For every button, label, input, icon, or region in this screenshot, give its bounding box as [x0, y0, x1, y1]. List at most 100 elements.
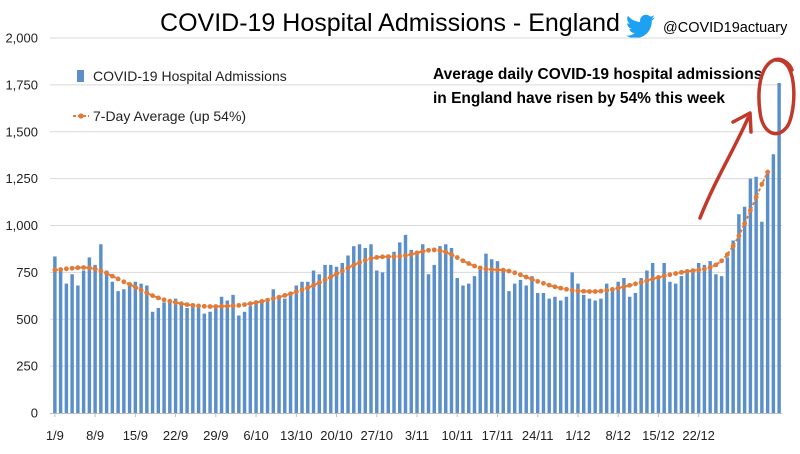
average-point: [357, 260, 362, 265]
chart-title: COVID-19 Hospital Admissions - England: [160, 9, 620, 37]
bar: [760, 221, 764, 413]
average-point: [541, 280, 546, 286]
bar: [650, 263, 655, 413]
average-point: [385, 254, 391, 260]
average-point: [219, 303, 224, 309]
average-point: [679, 269, 684, 275]
average-point: [460, 258, 466, 264]
line-series: [52, 169, 771, 309]
average-point: [403, 253, 408, 258]
x-tick-label: 10/11: [441, 428, 473, 443]
average-point: [454, 255, 460, 260]
bar: [777, 83, 781, 413]
red-arrow-shaft: [698, 116, 750, 220]
average-point: [627, 282, 633, 288]
bar: [731, 240, 735, 413]
annotation-line-1: Average daily COVID-19 hospital admissio…: [433, 66, 762, 83]
bar: [771, 154, 776, 413]
average-point: [730, 243, 736, 249]
legend-label-average: 7-Day Average (up 54%): [93, 108, 246, 124]
average-point: [753, 194, 759, 200]
average-point: [253, 300, 259, 305]
bar: [139, 283, 143, 414]
bar: [317, 274, 322, 413]
average-point: [598, 288, 604, 294]
y-tick-label: 1,500: [5, 124, 38, 139]
average-point: [173, 300, 178, 305]
bar: [484, 253, 488, 414]
bar: [311, 270, 316, 413]
average-point: [362, 257, 368, 263]
average-point: [276, 294, 282, 300]
average-point: [81, 265, 87, 270]
bar: [248, 306, 253, 414]
bar: [725, 257, 730, 414]
x-tick-label: 6/10: [243, 428, 268, 443]
bar: [495, 261, 500, 414]
y-tick-label: 1,250: [5, 171, 38, 186]
y-axis-ticks: 0 250 500 750 1,000 1,250 1,500 1,750 2,000: [5, 31, 38, 421]
y-tick-label: 2,000: [5, 31, 38, 46]
bar: [593, 300, 597, 413]
bar: [530, 276, 534, 414]
average-point: [299, 287, 305, 293]
average-point: [483, 266, 489, 272]
bar: [70, 274, 74, 413]
bar: [518, 279, 523, 414]
red-arrow-annotation: [698, 57, 796, 220]
bar: [208, 311, 212, 413]
average-point: [518, 272, 523, 278]
bar: [535, 293, 540, 413]
average-point: [638, 279, 644, 285]
average-point: [621, 284, 627, 290]
bar-series: [53, 83, 781, 414]
bar: [334, 266, 339, 413]
bar: [426, 274, 431, 413]
twitter-bird-icon: [626, 14, 655, 39]
x-tick-label: 22/9: [163, 428, 188, 443]
bar: [558, 300, 563, 413]
average-point: [351, 262, 357, 268]
x-tick-label: 3/11: [405, 428, 429, 443]
bar: [116, 291, 120, 414]
average-point: [345, 265, 351, 271]
average-point: [230, 303, 236, 309]
average-point: [98, 268, 104, 274]
y-tick-label: 1,750: [5, 77, 38, 92]
average-point: [736, 233, 742, 239]
bar: [507, 291, 511, 414]
bar: [127, 285, 132, 413]
x-tick-label: 29/9: [203, 428, 228, 443]
bar: [173, 298, 178, 414]
average-point: [431, 247, 437, 253]
bar: [432, 264, 436, 414]
average-point: [759, 181, 765, 187]
average-point: [92, 266, 98, 272]
bar: [294, 285, 299, 413]
twitter-handle: @COVID19actuary: [663, 20, 788, 36]
bar: [398, 242, 402, 414]
bar: [185, 308, 189, 413]
average-point: [322, 277, 328, 283]
bar: [599, 298, 603, 414]
average-point: [581, 288, 587, 294]
average-point: [380, 254, 385, 260]
y-tick-label: 1,000: [5, 218, 38, 233]
annotation-line-2: in England have risen by 54% this week: [433, 90, 725, 107]
bar: [696, 263, 701, 413]
average-point: [132, 284, 138, 290]
average-point: [604, 287, 610, 293]
bar: [323, 264, 327, 414]
average-point: [719, 258, 725, 264]
bar: [748, 178, 753, 414]
x-tick-label: 8/12: [606, 428, 631, 443]
bar: [622, 278, 626, 413]
bar: [133, 281, 138, 413]
annotation-block: Average daily COVID-19 hospital admissio…: [433, 66, 762, 107]
bar: [765, 171, 770, 414]
bar: [478, 266, 482, 413]
average-point: [724, 252, 730, 257]
bar: [541, 293, 546, 413]
average-point: [575, 288, 581, 294]
bar: [87, 257, 92, 414]
